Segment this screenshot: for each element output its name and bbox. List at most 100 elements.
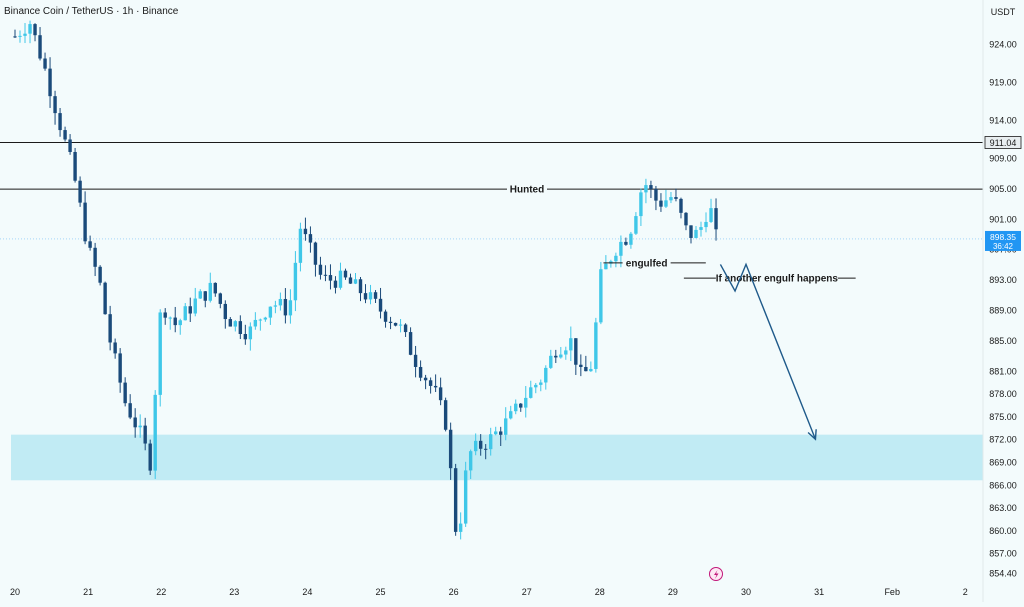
current-price-badge xyxy=(985,230,1021,251)
candle-body xyxy=(614,255,618,262)
candle-body xyxy=(704,221,708,228)
candle-body xyxy=(524,397,528,408)
candle-body xyxy=(13,36,17,38)
candle-body xyxy=(353,279,358,284)
candle-body xyxy=(43,58,47,69)
x-tick-label: 2 xyxy=(963,587,968,597)
candle-body xyxy=(539,382,543,385)
candle-body xyxy=(423,377,428,381)
candle-body xyxy=(549,355,553,368)
x-tick-label: 21 xyxy=(83,587,93,597)
candle-body xyxy=(403,324,408,333)
engulfed-label: engulfed xyxy=(626,258,668,269)
candle-body xyxy=(509,411,513,419)
candle-body xyxy=(514,403,518,412)
candle-body xyxy=(473,440,478,452)
demand-zone xyxy=(11,434,983,481)
candle-body xyxy=(488,434,493,450)
candle-body xyxy=(358,279,363,294)
candle-body xyxy=(143,425,147,444)
candle-body xyxy=(223,303,228,320)
y-tick-label: 875.00 xyxy=(989,412,1017,422)
lightning-glyph xyxy=(714,570,719,579)
candle-body xyxy=(158,312,162,395)
y-tick-label: 869.00 xyxy=(989,458,1017,468)
candle-body xyxy=(413,354,418,367)
candle-body xyxy=(333,280,338,288)
candle-body xyxy=(529,387,533,398)
candle-body xyxy=(393,322,398,326)
y-tick-label: 905.00 xyxy=(989,184,1017,194)
candle-body xyxy=(243,333,248,340)
candle-body xyxy=(504,418,508,435)
chart-title: Binance Coin / TetherUS · 1h · Binance xyxy=(4,6,179,17)
y-tick-label: 857.00 xyxy=(989,549,1017,559)
y-tick-label: 881.00 xyxy=(989,366,1017,376)
x-tick-label: 31 xyxy=(814,587,824,597)
candle-body xyxy=(398,324,403,326)
engulf-condition-label: If another engulf happens xyxy=(716,274,839,285)
engulfed-label-bg xyxy=(622,255,671,269)
candle-body xyxy=(634,216,638,234)
candle-body xyxy=(213,282,217,294)
candle-body xyxy=(363,293,368,300)
candle-body xyxy=(388,321,393,323)
candle-body xyxy=(18,35,22,37)
candle-body xyxy=(263,317,268,320)
candle-body xyxy=(323,274,328,276)
y-tick-label: 885.00 xyxy=(989,336,1017,346)
candle-body xyxy=(564,350,568,355)
candle-body xyxy=(574,338,578,365)
x-tick-label: 26 xyxy=(449,587,459,597)
candle-body xyxy=(298,228,303,263)
candle-body xyxy=(624,241,628,245)
candle-body xyxy=(88,241,92,248)
candle-body xyxy=(629,233,633,245)
candle-body xyxy=(183,306,187,321)
candle-body xyxy=(273,305,278,307)
candle-body xyxy=(253,319,258,327)
candle-body xyxy=(659,200,663,207)
hunted-label: Hunted xyxy=(510,185,544,196)
candle-body xyxy=(499,431,503,435)
candle-body xyxy=(328,275,333,281)
candle-body xyxy=(644,185,648,193)
candle-body xyxy=(383,311,388,322)
candle-body xyxy=(373,292,378,299)
candle-body xyxy=(343,270,348,278)
candle-body xyxy=(148,443,152,471)
candle-body xyxy=(28,24,32,34)
candle-body xyxy=(594,322,598,369)
candle-body xyxy=(579,364,583,367)
candle-body xyxy=(494,431,498,435)
candle-body xyxy=(368,292,373,300)
candle-body xyxy=(664,200,668,207)
candle-body xyxy=(544,367,548,383)
candle-body xyxy=(203,291,207,301)
x-tick-label: 27 xyxy=(522,587,532,597)
candle-body xyxy=(288,300,293,316)
candle-body xyxy=(48,68,52,97)
current-price-value: 898.35 xyxy=(990,232,1016,242)
candle-body xyxy=(93,247,97,267)
candle-body xyxy=(554,355,558,358)
price-label-911: 911.04 xyxy=(990,138,1017,148)
projection-path xyxy=(719,262,817,440)
candle-body xyxy=(173,317,177,326)
y-tick-label: 860.00 xyxy=(989,526,1017,536)
candle-body xyxy=(168,317,172,319)
candle-body xyxy=(68,139,72,152)
candle-body xyxy=(248,326,253,340)
candle-body xyxy=(113,342,117,354)
candle-body xyxy=(198,291,202,299)
candle-body xyxy=(178,320,182,326)
candle-body xyxy=(303,228,308,235)
candle-body xyxy=(308,234,313,243)
candle-body xyxy=(569,338,573,351)
countdown-timer: 36:42 xyxy=(993,242,1014,251)
x-tick-label: 20 xyxy=(10,587,20,597)
candle-body xyxy=(138,425,142,428)
candle-body xyxy=(188,306,192,314)
candle-body xyxy=(418,366,423,378)
